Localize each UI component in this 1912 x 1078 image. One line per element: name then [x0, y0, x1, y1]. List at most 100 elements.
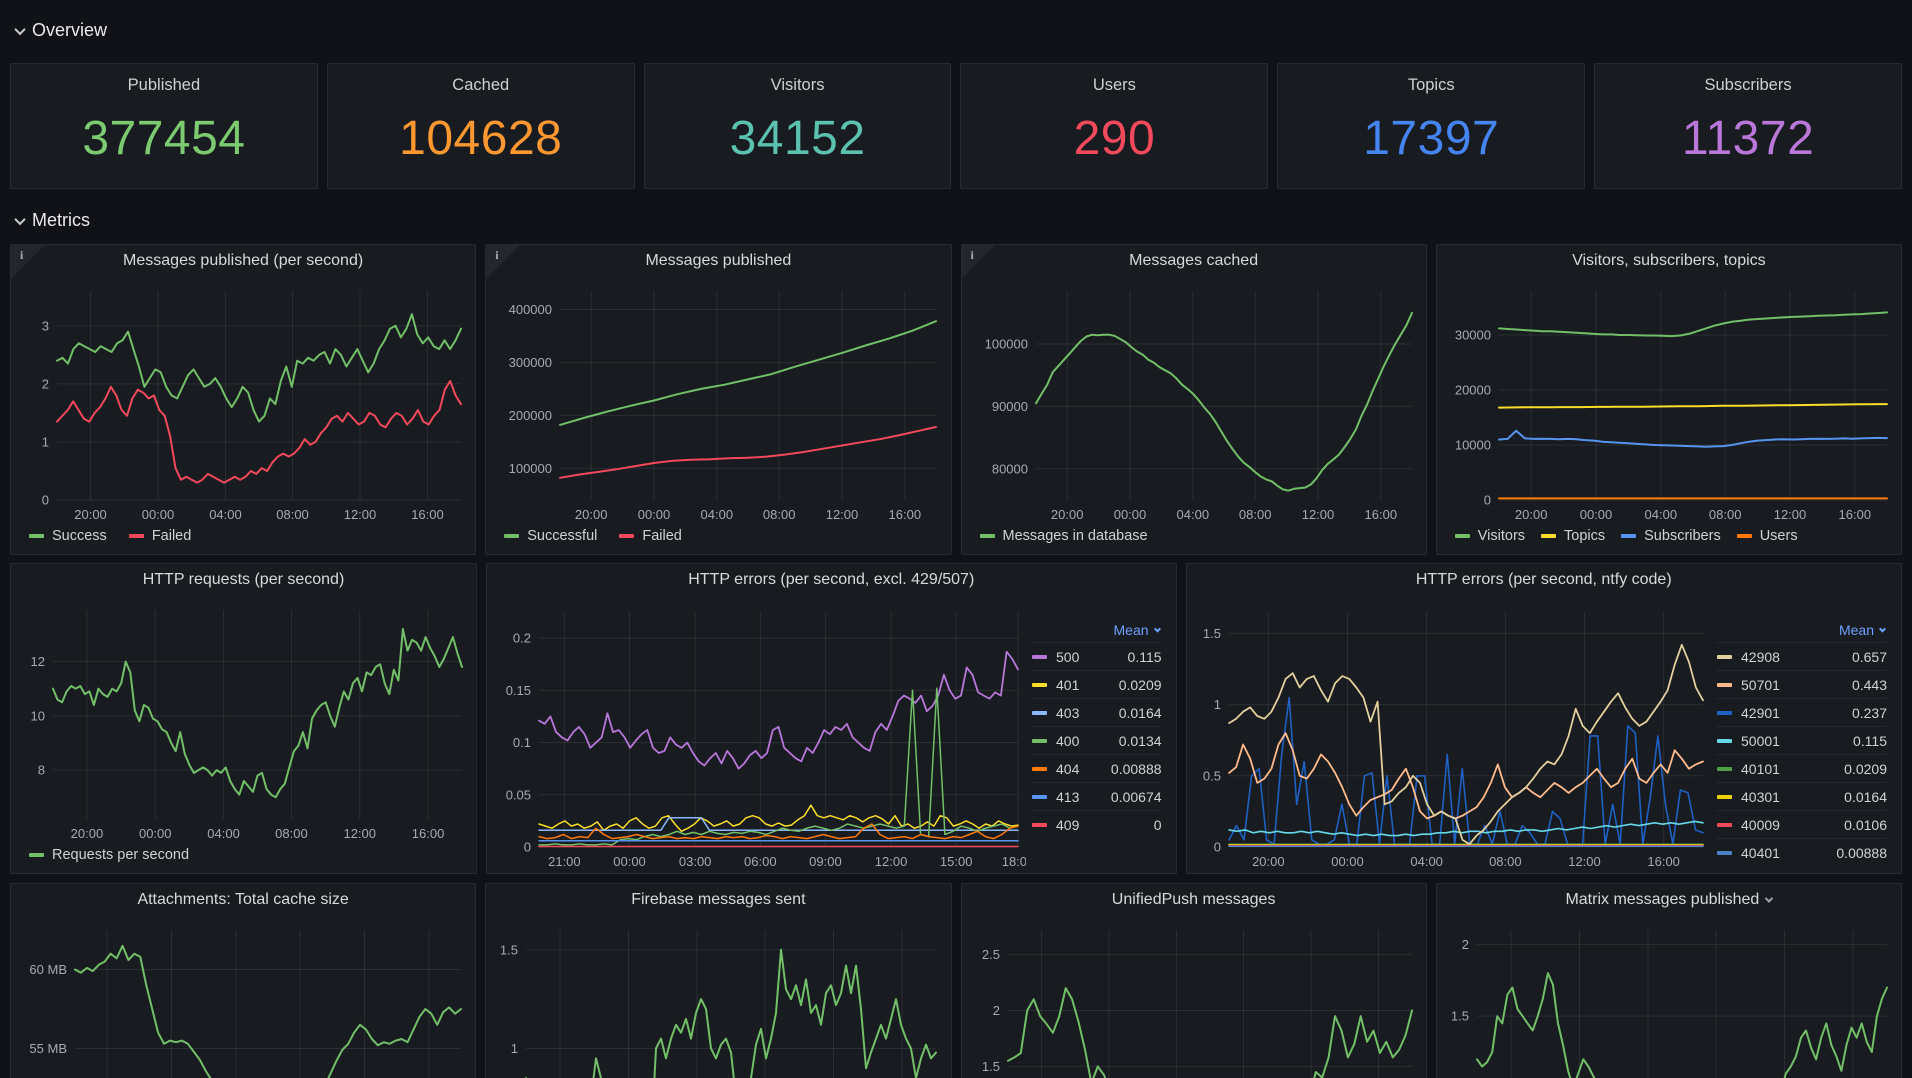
panel-unifiedpush-messages: UnifiedPush messages 11.522.5: [960, 883, 1427, 1078]
stat-title: Users: [1092, 76, 1136, 94]
svg-text:1: 1: [1213, 697, 1220, 712]
svg-text:08:00: 08:00: [763, 507, 796, 522]
timeseries-chart: 11.522.5: [962, 916, 1426, 1078]
legend-item[interactable]: Success: [29, 528, 107, 544]
chart-legend: Visitors Topics Subscribers Users: [1437, 526, 1901, 554]
series-swatch: [1717, 710, 1732, 715]
svg-text:0.05: 0.05: [506, 787, 531, 802]
panel-http-requests: HTTP requests (per second) 20:00 00:00 04:…: [10, 563, 477, 874]
series-swatch: [1032, 682, 1047, 687]
svg-text:12:00: 12:00: [826, 507, 859, 522]
svg-text:0.1: 0.1: [513, 735, 531, 750]
svg-text:1.5: 1.5: [981, 1059, 999, 1074]
series-swatch: [619, 534, 635, 538]
svg-text:20:00: 20:00: [71, 826, 104, 841]
legend-table-row[interactable]: 50701 0.443: [1717, 670, 1887, 698]
series-swatch: [1621, 534, 1637, 538]
legend-table-row[interactable]: 42908 0.657: [1717, 642, 1887, 670]
svg-text:04:00: 04:00: [207, 826, 240, 841]
svg-text:00:00: 00:00: [142, 507, 175, 522]
svg-text:00:00: 00:00: [1579, 507, 1612, 522]
svg-text:00:00: 00:00: [613, 854, 646, 869]
panel-title: Messages cached: [1129, 252, 1259, 269]
series-swatch: [1717, 822, 1732, 827]
legend-item[interactable]: Messages in database: [979, 528, 1148, 544]
stat-value: 377454: [82, 112, 246, 165]
legend-table-row[interactable]: 42901 0.237: [1717, 698, 1887, 726]
legend-item[interactable]: Requests per second: [29, 847, 189, 863]
panel-attachments-cache-size: Attachments: Total cache size 50 MB55 MB…: [10, 883, 477, 1078]
panel-title-menu[interactable]: Matrix messages published: [1437, 884, 1901, 916]
series-swatch: [1736, 534, 1752, 538]
svg-text:100000: 100000: [984, 337, 1027, 352]
stat-title: Topics: [1407, 76, 1455, 94]
panel-title: Messages published: [645, 252, 792, 269]
stat-panel-cached: Cached 104628: [326, 63, 635, 189]
svg-text:0.15: 0.15: [506, 683, 531, 698]
legend-table-row[interactable]: 400 0.0134: [1032, 726, 1162, 754]
svg-text:12:00: 12:00: [343, 826, 376, 841]
chevron-down-icon: [1765, 894, 1774, 903]
series-swatch: [1717, 766, 1732, 771]
svg-text:20:00: 20:00: [1515, 507, 1548, 522]
legend-item[interactable]: Visitors: [1454, 528, 1525, 544]
svg-text:08:00: 08:00: [1489, 854, 1522, 869]
panel-title: Firebase messages sent: [631, 891, 806, 908]
legend-item[interactable]: Subscribers: [1621, 528, 1721, 544]
panel-messages-cached: i Messages cached 20:00 00:00 04:00 08:00 12…: [960, 244, 1427, 555]
svg-text:2: 2: [992, 1003, 999, 1018]
legend-item[interactable]: Failed: [619, 528, 682, 544]
svg-text:12:00: 12:00: [344, 507, 377, 522]
legend-item[interactable]: Failed: [128, 528, 191, 544]
legend-table-row[interactable]: 413 0.00674: [1032, 782, 1162, 810]
legend-table-row[interactable]: 40009 0.0106: [1717, 810, 1887, 838]
panel-http-errors-excl: HTTP errors (per second, excl. 429/507) …: [486, 563, 1177, 874]
svg-text:0: 0: [42, 493, 49, 508]
chart-legend: Messages in database: [962, 526, 1426, 554]
mean-sort-header[interactable]: Mean: [1114, 622, 1161, 638]
svg-text:18:00: 18:00: [1002, 854, 1026, 869]
panel-title: HTTP errors (per second, ntfy code): [1415, 571, 1672, 588]
series-swatch: [1032, 822, 1047, 827]
legend-item[interactable]: Users: [1736, 528, 1798, 544]
chevron-down-icon: [14, 213, 26, 225]
svg-text:04:00: 04:00: [701, 507, 734, 522]
legend-table-row[interactable]: 40401 0.00888: [1717, 838, 1887, 866]
legend-table-row[interactable]: 403 0.0164: [1032, 698, 1162, 726]
svg-text:55 MB: 55 MB: [29, 1041, 67, 1056]
panel-title: HTTP errors (per second, excl. 429/507): [688, 571, 975, 588]
panel-title: Visitors, subscribers, topics: [1572, 252, 1766, 269]
mean-sort-header[interactable]: Mean: [1839, 622, 1887, 638]
svg-text:1.5: 1.5: [1451, 1009, 1469, 1024]
panel-title: UnifiedPush messages: [1111, 891, 1276, 908]
svg-text:16:00: 16:00: [889, 507, 922, 522]
stat-panel-published: Published 377454: [10, 63, 318, 189]
timeseries-chart: 20:00 00:00 04:00 08:00 12:00 16:00 8 10 12: [11, 596, 476, 845]
series-swatch: [1717, 794, 1732, 799]
svg-text:2.5: 2.5: [981, 947, 999, 962]
legend-table-row[interactable]: 40301 0.0164: [1717, 782, 1887, 810]
section-header-overview[interactable]: Overview: [14, 20, 107, 41]
section-header-metrics[interactable]: Metrics: [14, 210, 90, 231]
timeseries-chart: 0.511.5: [486, 916, 950, 1078]
svg-text:2: 2: [42, 376, 49, 391]
stat-value: 11372: [1681, 112, 1815, 165]
legend-table: Mean 42908 0.657 50701 0.443 42901 0.237 50…: [1711, 596, 1901, 873]
legend-table-row[interactable]: 50001 0.115: [1717, 726, 1887, 754]
svg-text:00:00: 00:00: [1331, 854, 1364, 869]
legend-item[interactable]: Successful: [504, 528, 597, 544]
series-swatch: [1717, 682, 1732, 687]
svg-text:1: 1: [511, 1041, 518, 1056]
legend-table-row[interactable]: 40101 0.0209: [1717, 754, 1887, 782]
legend-table-row[interactable]: 500 0.115: [1032, 642, 1162, 670]
legend-table-row[interactable]: 401 0.0209: [1032, 670, 1162, 698]
svg-text:12: 12: [31, 654, 45, 669]
legend-table-row[interactable]: 409 0: [1032, 810, 1162, 838]
chevron-down-icon: [1878, 625, 1887, 633]
legend-table-row[interactable]: 404 0.00888: [1032, 754, 1162, 782]
svg-text:04:00: 04:00: [1176, 507, 1209, 522]
legend-item[interactable]: Topics: [1541, 528, 1605, 544]
svg-text:04:00: 04:00: [1644, 507, 1677, 522]
svg-text:80000: 80000: [991, 461, 1027, 476]
timeseries-chart: 20:00 00:00 04:00 08:00 12:00 16:00 0 10000 2000…: [1437, 277, 1901, 526]
